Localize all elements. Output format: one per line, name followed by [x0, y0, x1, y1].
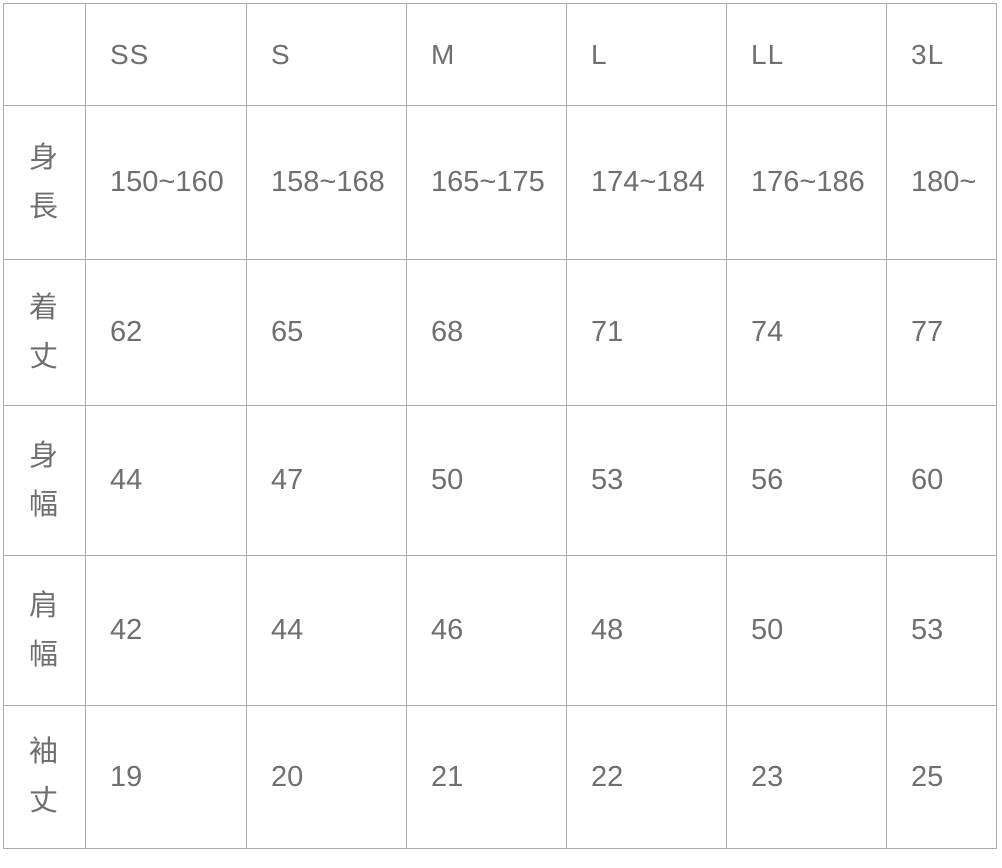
table-cell: 68 — [406, 259, 567, 406]
table-cell: 71 — [566, 259, 727, 406]
table-cell: 21 — [406, 705, 567, 849]
row-label-body-length-cell: 着丈 — [3, 259, 86, 406]
header-row: SS S M L LL 3L — [3, 3, 997, 106]
table-cell: 22 — [566, 705, 727, 849]
table-cell: 19 — [85, 705, 247, 849]
row-label-sleeve-length-cell: 袖丈 — [3, 705, 86, 849]
table-cell: 174~184 — [566, 105, 727, 260]
table-cell: 53 — [886, 555, 997, 706]
row-label: 着丈 — [28, 291, 58, 373]
row-label-shoulder-width-cell: 肩幅 — [3, 555, 86, 706]
table-cell: 50 — [726, 555, 887, 706]
table-cell: 65 — [246, 259, 407, 406]
table-row-height: 身長 150~160 158~168 165~175 174~184 176~1… — [3, 105, 997, 260]
table-row-sleeve-length: 袖丈 19 20 21 22 23 25 — [3, 705, 997, 849]
table-cell: 48 — [566, 555, 727, 706]
row-label: 袖丈 — [28, 736, 58, 817]
table-cell: 176~186 — [726, 105, 887, 260]
corner-cell — [3, 3, 86, 106]
table-row-body-length: 着丈 62 65 68 71 74 77 — [3, 259, 997, 406]
table-cell: 180~ — [886, 105, 997, 260]
table-row-body-width: 身幅 44 47 50 53 56 60 — [3, 405, 997, 556]
size-chart-table: SS S M L LL 3L 身長 150~160 158~168 165~17… — [3, 3, 997, 849]
table-cell: 165~175 — [406, 105, 567, 260]
table-cell: 47 — [246, 405, 407, 556]
column-header-l: L — [566, 3, 727, 106]
table-cell: 150~160 — [85, 105, 247, 260]
row-label-height-cell: 身長 — [3, 105, 86, 260]
table-cell: 50 — [406, 405, 567, 556]
column-header-ll: LL — [726, 3, 887, 106]
table-cell: 53 — [566, 405, 727, 556]
table-cell: 46 — [406, 555, 567, 706]
table-cell: 23 — [726, 705, 887, 849]
column-header-m: M — [406, 3, 567, 106]
table-cell: 20 — [246, 705, 407, 849]
column-header-ss: SS — [85, 3, 247, 106]
table-cell: 60 — [886, 405, 997, 556]
table-cell: 62 — [85, 259, 247, 406]
column-header-s: S — [246, 3, 407, 106]
table-cell: 44 — [85, 405, 247, 556]
table-cell: 56 — [726, 405, 887, 556]
table-cell: 77 — [886, 259, 997, 406]
table-cell: 158~168 — [246, 105, 407, 260]
row-label: 身幅 — [28, 439, 58, 521]
table-cell: 25 — [886, 705, 997, 849]
table-cell: 42 — [85, 555, 247, 706]
row-label: 肩幅 — [28, 589, 58, 671]
table-cell: 44 — [246, 555, 407, 706]
column-header-3l: 3L — [886, 3, 997, 106]
row-label-body-width-cell: 身幅 — [3, 405, 86, 556]
row-label: 身長 — [28, 141, 58, 223]
table-row-shoulder-width: 肩幅 42 44 46 48 50 53 — [3, 555, 997, 706]
table-cell: 74 — [726, 259, 887, 406]
